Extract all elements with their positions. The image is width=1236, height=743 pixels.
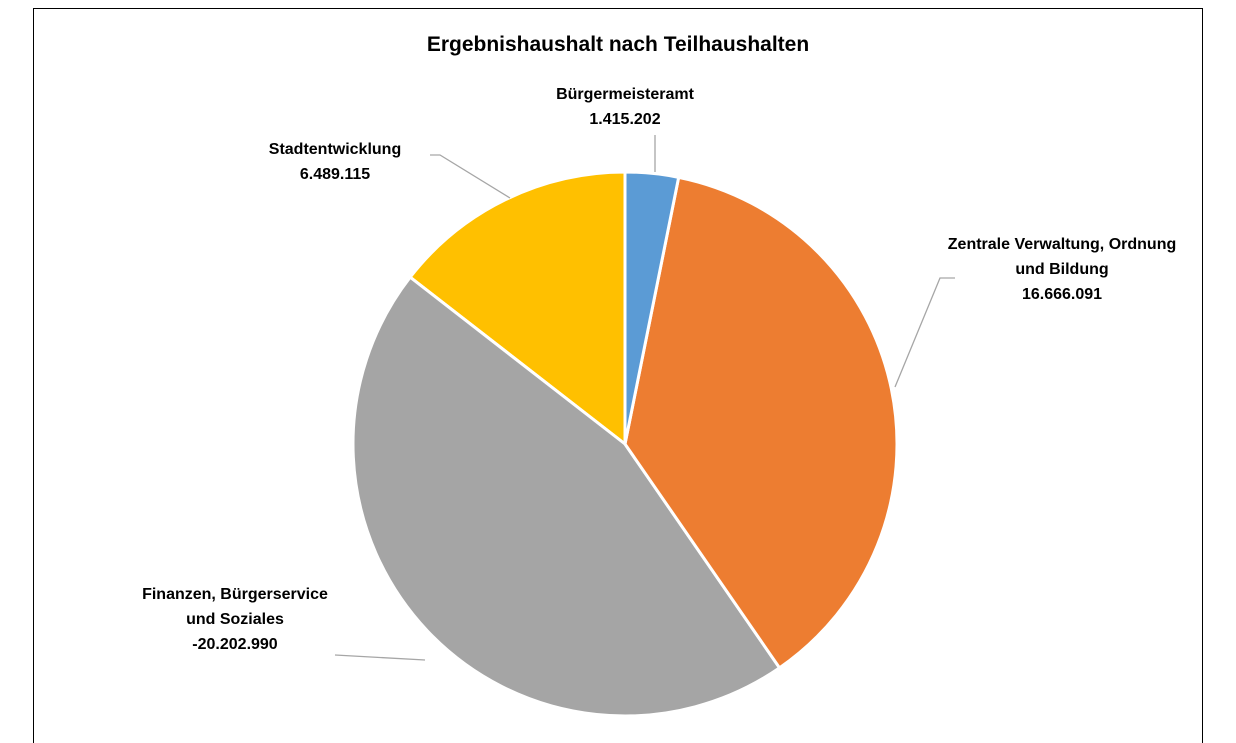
data-label: Zentrale Verwaltung, Ordnung und Bildung…	[937, 232, 1187, 307]
leader-lines	[334, 135, 955, 661]
category-label: Bürgermeisteramt	[556, 86, 694, 103]
value-label: 1.415.202	[589, 111, 661, 128]
pie-slice	[623, 170, 681, 445]
pie-slice	[351, 275, 782, 718]
leader-line	[430, 154, 511, 199]
chart-frame	[33, 8, 1203, 743]
value-label: 16.666.091	[1021, 286, 1103, 303]
category-label: Stadtentwicklung	[268, 141, 402, 158]
value-label: -20.202.990	[192, 636, 278, 653]
category-label: Zentrale Verwaltung, Ordnung und Bildung	[947, 236, 1177, 278]
data-label: Bürgermeisteramt 1.415.202	[505, 82, 745, 132]
data-label: Stadtentwicklung 6.489.115	[225, 137, 445, 187]
value-label: 6.489.115	[299, 166, 371, 183]
pie-slice	[623, 175, 899, 670]
leader-line	[334, 654, 426, 661]
category-label: Finanzen, Bürgerservice und Soziales	[142, 586, 328, 628]
leader-line	[894, 277, 955, 388]
data-label: Finanzen, Bürgerservice und Soziales -20.…	[130, 582, 340, 657]
chart-title: Ergebnishaushalt nach Teilhaushalten	[426, 33, 810, 56]
pie-slice	[408, 170, 627, 448]
